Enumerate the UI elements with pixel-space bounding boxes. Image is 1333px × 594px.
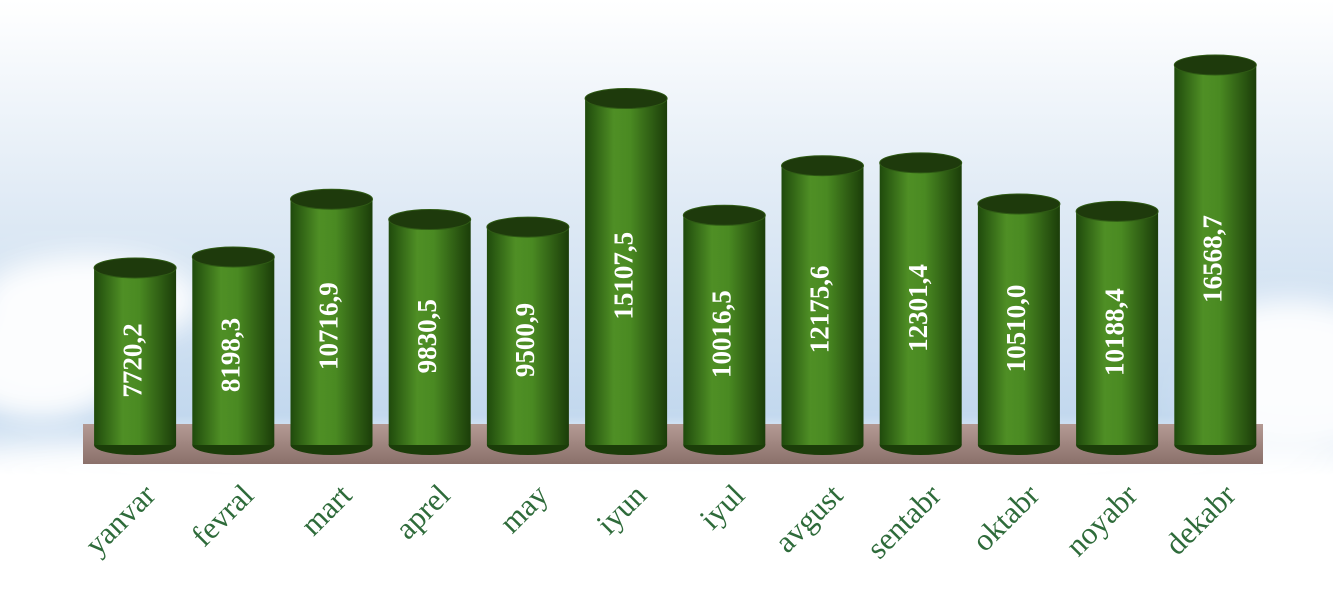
bar-top bbox=[388, 209, 472, 231]
data-label: 10188,4 bbox=[1099, 288, 1129, 376]
bar bbox=[585, 98, 668, 446]
data-label: 15107,5 bbox=[608, 232, 638, 320]
data-label: 7720,2 bbox=[117, 323, 147, 397]
bar-top bbox=[191, 246, 275, 268]
bar bbox=[94, 267, 177, 445]
bar bbox=[977, 203, 1060, 445]
data-label: 12301,4 bbox=[903, 264, 933, 352]
bar bbox=[1076, 211, 1159, 445]
bar-top bbox=[781, 155, 864, 177]
bar-top bbox=[584, 88, 668, 110]
data-label: 9830,5 bbox=[412, 299, 442, 373]
bar bbox=[486, 227, 569, 445]
data-label: 9500,9 bbox=[510, 303, 540, 377]
data-label: 10716,9 bbox=[314, 282, 344, 370]
data-label: 12175,6 bbox=[805, 266, 835, 354]
bar-top bbox=[290, 188, 373, 210]
bar bbox=[290, 199, 373, 445]
bar bbox=[1174, 65, 1257, 445]
data-label: 10016,5 bbox=[707, 290, 737, 378]
data-label: 10510,0 bbox=[1001, 285, 1031, 373]
bar-top bbox=[93, 257, 177, 279]
bar-top bbox=[1075, 200, 1159, 222]
floor bbox=[83, 424, 1263, 464]
bar bbox=[192, 256, 275, 445]
bar-top bbox=[486, 216, 570, 238]
bar-top bbox=[1173, 54, 1257, 76]
bar bbox=[781, 165, 864, 445]
data-label: 8198,3 bbox=[216, 318, 246, 392]
data-label: 16568,7 bbox=[1198, 215, 1228, 303]
bar bbox=[388, 219, 471, 445]
bar-top bbox=[682, 204, 766, 226]
bar-top bbox=[879, 152, 963, 174]
bar-top bbox=[977, 193, 1061, 215]
bar bbox=[879, 162, 962, 445]
bar bbox=[683, 215, 766, 445]
